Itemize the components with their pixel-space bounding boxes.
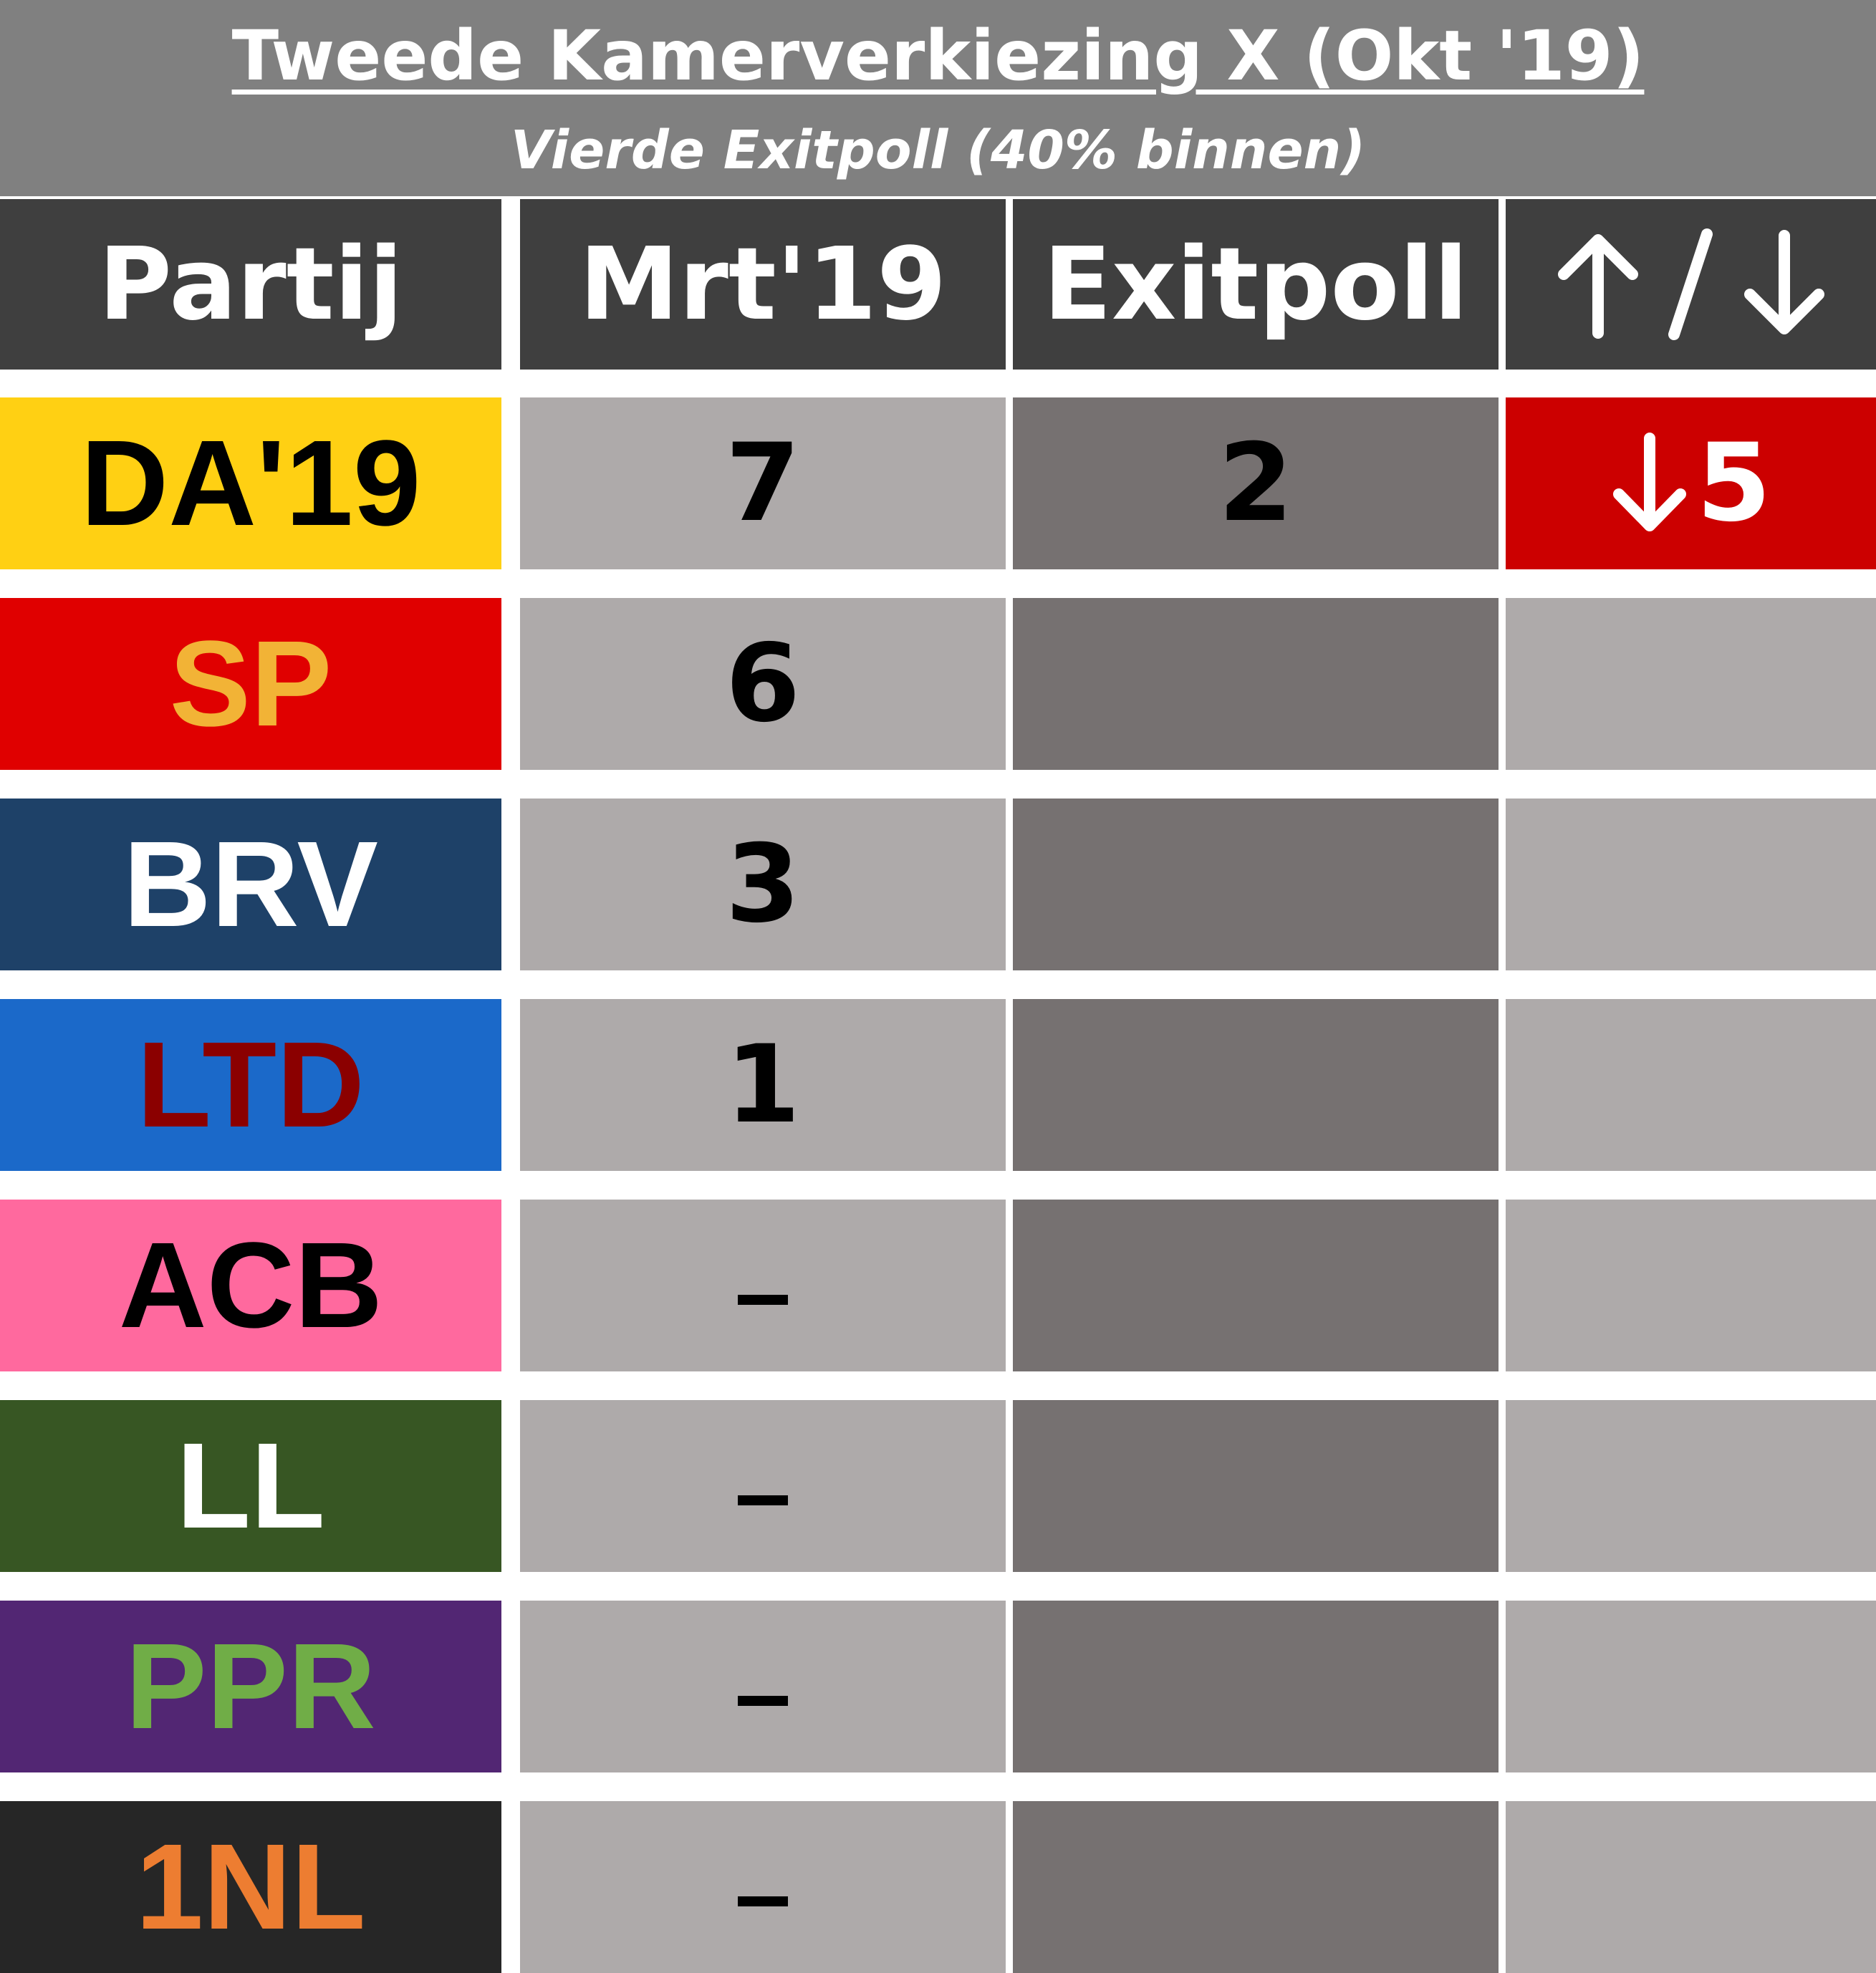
exitpoll-seats-cell <box>1013 1801 1499 1973</box>
party-name: 1NL <box>135 1819 366 1955</box>
exitpoll-seats-cell <box>1013 1400 1499 1572</box>
party-name: ACB <box>118 1217 383 1354</box>
exitpoll-seats-cell: 2 <box>1013 397 1499 569</box>
party-cell: LTD <box>0 999 501 1171</box>
seat-change-cell <box>1506 799 1876 970</box>
seat-change-cell: 5 <box>1506 397 1876 569</box>
party-name: DA'19 <box>80 415 421 551</box>
exitpoll-seats-cell <box>1013 999 1499 1171</box>
up-slash-down-arrows-icon <box>1557 228 1824 340</box>
previous-seats-cell: 7 <box>520 397 1006 569</box>
seat-change-cell <box>1506 1200 1876 1371</box>
previous-seats-cell: 6 <box>520 598 1006 770</box>
down-arrow-icon <box>1613 433 1687 531</box>
page-title: Tweede Kamerverkiezing X (Okt '19) <box>231 16 1645 96</box>
header-previous: Mrt'19 <box>520 199 1006 370</box>
party-cell: DA'19 <box>0 397 501 569</box>
previous-seats-value: 6 <box>725 622 801 746</box>
no-seats-dash <box>738 1696 788 1706</box>
previous-seats-cell: 3 <box>520 799 1006 970</box>
seat-change-cell <box>1506 1801 1876 1973</box>
party-name: SP <box>169 616 332 752</box>
page-subtitle: Vierde Exitpoll (40% binnen) <box>510 120 1366 181</box>
seat-change-cell <box>1506 999 1876 1171</box>
party-name: LTD <box>137 1017 365 1153</box>
party-name: LL <box>176 1418 325 1554</box>
seat-change-cell <box>1506 598 1876 770</box>
seat-change-cell <box>1506 1400 1876 1572</box>
party-cell: SP <box>0 598 501 770</box>
party-cell: 1NL <box>0 1801 501 1973</box>
previous-seats-cell <box>520 1601 1006 1772</box>
previous-seats-cell <box>520 1200 1006 1371</box>
no-seats-dash <box>738 1896 788 1906</box>
party-cell: BRV <box>0 799 501 970</box>
previous-seats-cell <box>520 1801 1006 1973</box>
no-seats-dash <box>738 1295 788 1305</box>
party-name: BRV <box>123 816 378 952</box>
previous-seats-cell: 1 <box>520 999 1006 1171</box>
previous-seats-value: 3 <box>725 822 801 947</box>
previous-seats-value: 1 <box>725 1023 801 1147</box>
title-bar: Tweede Kamerverkiezing X (Okt '19) Vierd… <box>0 0 1876 196</box>
header-change <box>1506 199 1876 370</box>
seat-change-value: 5 <box>1696 421 1771 546</box>
exitpoll-seats-cell <box>1013 1200 1499 1371</box>
previous-seats-cell <box>520 1400 1006 1572</box>
exitpoll-seats-cell <box>1013 1601 1499 1772</box>
no-seats-dash <box>738 1495 788 1505</box>
exitpoll-seats-cell <box>1013 598 1499 770</box>
exitpoll-seats-value: 2 <box>1218 421 1294 546</box>
party-cell: LL <box>0 1400 501 1572</box>
header-party: Partij <box>0 199 501 370</box>
header-exitpoll: Exitpoll <box>1013 199 1499 370</box>
party-cell: PPR <box>0 1601 501 1772</box>
exitpoll-seats-cell <box>1013 799 1499 970</box>
party-name: PPR <box>125 1619 376 1755</box>
previous-seats-value: 7 <box>725 421 801 546</box>
seat-change-cell <box>1506 1601 1876 1772</box>
party-cell: ACB <box>0 1200 501 1371</box>
